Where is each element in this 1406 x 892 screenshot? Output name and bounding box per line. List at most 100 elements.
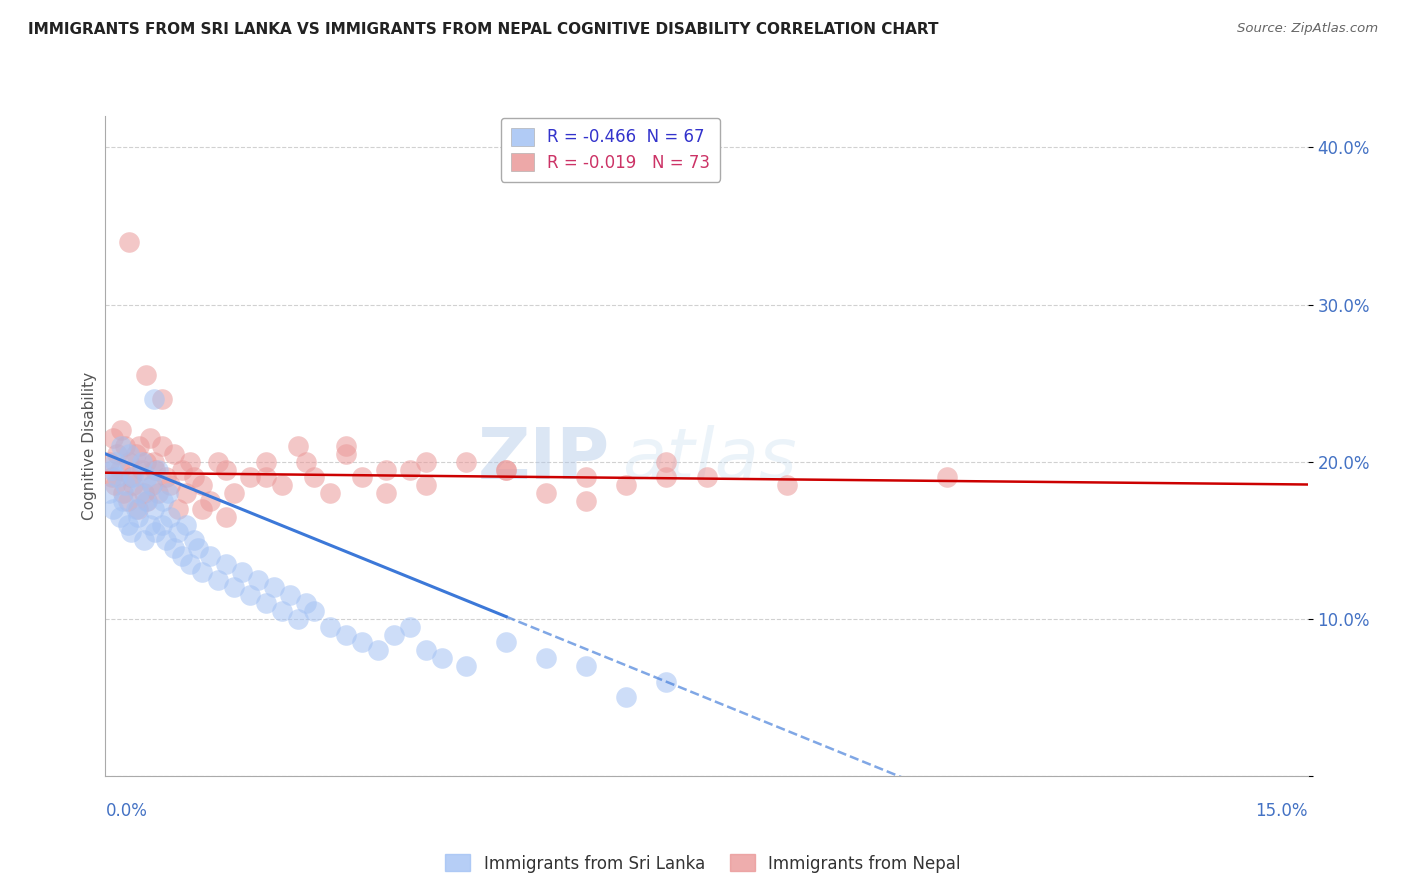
Point [270, 478, 292, 492]
Point [239, 588, 262, 602]
Point [295, 596, 318, 610]
Point [136, 494, 159, 508]
Point [350, 635, 373, 649]
Text: 0.0%: 0.0% [105, 802, 148, 820]
Point [575, 659, 598, 673]
Point [110, 439, 132, 453]
Point [162, 447, 184, 461]
Point [125, 501, 148, 516]
Point [174, 486, 197, 500]
Point [155, 533, 177, 548]
Point [101, 470, 124, 484]
Point [374, 486, 396, 500]
Point [104, 478, 127, 492]
Point [98, 455, 121, 469]
Point [112, 494, 135, 508]
Point [159, 478, 181, 492]
Point [132, 486, 155, 500]
Point [159, 509, 181, 524]
Point [98, 486, 121, 500]
Point [104, 455, 127, 469]
Point [382, 627, 405, 641]
Point [278, 588, 301, 602]
Legend: Immigrants from Sri Lanka, Immigrants from Nepal: Immigrants from Sri Lanka, Immigrants fr… [439, 847, 967, 880]
Point [575, 470, 598, 484]
Point [166, 501, 188, 516]
Point [399, 620, 422, 634]
Text: atlas: atlas [623, 425, 797, 493]
Point [190, 501, 212, 516]
Point [138, 431, 160, 445]
Point [231, 565, 253, 579]
Point [142, 455, 165, 469]
Point [335, 447, 357, 461]
Point [302, 470, 325, 484]
Point [166, 525, 188, 540]
Point [142, 501, 165, 516]
Point [110, 423, 132, 437]
Point [263, 581, 285, 595]
Point [302, 604, 325, 618]
Point [367, 643, 389, 657]
Point [214, 509, 236, 524]
Point [114, 439, 136, 453]
Point [495, 462, 517, 476]
Point [150, 392, 173, 406]
Point [655, 455, 678, 469]
Point [117, 494, 139, 508]
Point [150, 439, 173, 453]
Point [135, 494, 157, 508]
Point [103, 431, 125, 445]
Point [198, 549, 221, 563]
Point [534, 651, 557, 665]
Point [456, 455, 478, 469]
Point [198, 494, 221, 508]
Point [655, 674, 678, 689]
Point [655, 470, 678, 484]
Point [190, 478, 212, 492]
Point [150, 517, 173, 532]
Point [207, 455, 229, 469]
Point [190, 565, 212, 579]
Point [214, 462, 236, 476]
Point [152, 494, 174, 508]
Point [222, 581, 245, 595]
Point [128, 439, 150, 453]
Point [187, 541, 209, 556]
Point [415, 643, 437, 657]
Point [103, 501, 125, 516]
Point [114, 478, 136, 492]
Point [183, 470, 205, 484]
Point [207, 573, 229, 587]
Point [246, 573, 269, 587]
Point [335, 439, 357, 453]
Point [155, 470, 177, 484]
Y-axis label: Cognitive Disability: Cognitive Disability [82, 372, 97, 520]
Point [430, 651, 453, 665]
Text: IMMIGRANTS FROM SRI LANKA VS IMMIGRANTS FROM NEPAL COGNITIVE DISABILITY CORRELAT: IMMIGRANTS FROM SRI LANKA VS IMMIGRANTS … [28, 22, 939, 37]
Point [335, 627, 357, 641]
Point [415, 455, 437, 469]
Point [120, 525, 142, 540]
Point [776, 478, 799, 492]
Point [696, 470, 718, 484]
Point [270, 604, 292, 618]
Point [107, 447, 129, 461]
Point [118, 455, 141, 469]
Point [135, 368, 157, 383]
Point [319, 620, 342, 634]
Text: Source: ZipAtlas.com: Source: ZipAtlas.com [1237, 22, 1378, 36]
Point [287, 439, 309, 453]
Point [117, 517, 139, 532]
Point [170, 549, 193, 563]
Point [135, 455, 157, 469]
Point [146, 486, 169, 500]
Point [108, 509, 131, 524]
Point [936, 470, 959, 484]
Point [616, 478, 638, 492]
Point [415, 478, 437, 492]
Point [399, 462, 422, 476]
Point [125, 447, 148, 461]
Point [118, 447, 141, 461]
Point [319, 486, 342, 500]
